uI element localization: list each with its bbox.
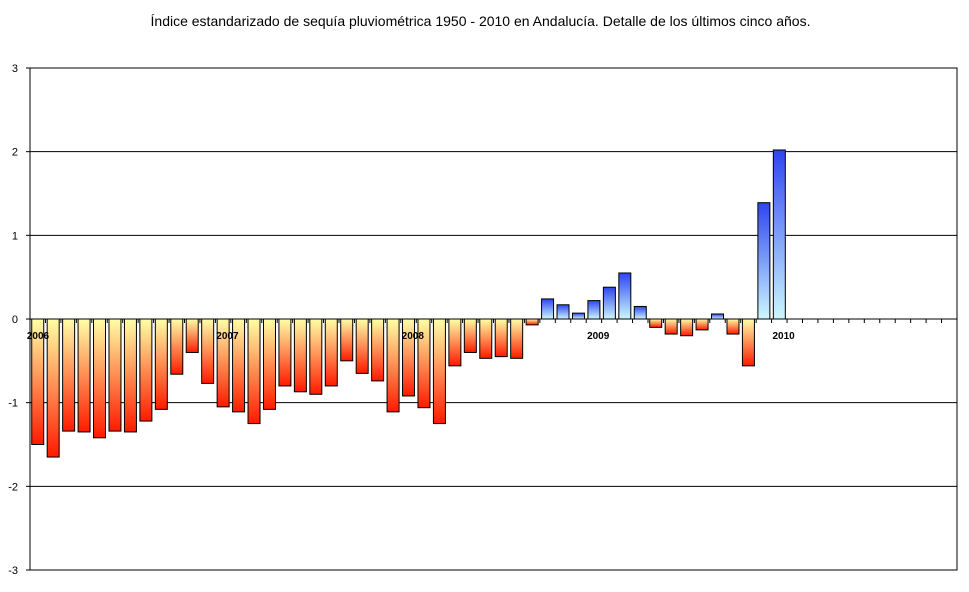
bar [154,318,168,410]
bar [741,318,755,367]
bar [170,318,184,375]
bar [340,318,354,362]
y-tick-label: 2 [12,147,18,159]
bar [711,313,725,320]
bar [309,318,323,395]
x-tick-label: 2008 [402,331,425,342]
bar [123,318,137,433]
y-tick-label: 3 [12,63,18,75]
bar [571,312,585,320]
bar [262,318,276,410]
bar [62,318,76,432]
x-tick-label: 2007 [216,331,239,342]
bar [556,304,570,320]
bar [510,318,524,359]
bar [587,300,601,320]
y-tick-label: 1 [12,230,18,242]
bar [108,318,122,432]
bar [247,318,261,425]
bar [541,298,555,320]
bar [525,318,539,326]
x-tick-label: 2010 [772,331,795,342]
x-tick-label: 2009 [587,331,610,342]
bar [463,318,477,353]
bar [448,318,462,367]
bar [664,318,678,335]
y-tick-label: -1 [8,398,18,410]
bar [93,318,107,439]
bar [757,202,771,320]
bar [618,272,632,320]
bar [494,318,508,358]
bar [726,318,740,335]
y-tick-label: -2 [8,481,18,493]
bar [680,318,694,337]
bar [602,286,616,320]
bar [432,318,446,425]
bar [324,318,338,387]
bar [278,318,292,387]
bar [695,318,709,331]
bar [649,318,663,328]
bar [633,305,647,320]
bar [201,318,215,384]
bar [293,318,307,393]
bar [355,318,369,374]
bar [185,318,199,353]
bar [386,318,400,413]
bar [371,318,385,382]
bar [139,318,153,422]
bar [77,318,91,433]
y-tick-label: -3 [8,565,18,577]
bar [772,149,786,320]
bar [479,318,493,359]
chart-title: Índice estandarizado de sequía pluviomét… [150,13,811,29]
y-tick-label: 0 [12,314,18,326]
x-tick-label: 2006 [27,331,50,342]
